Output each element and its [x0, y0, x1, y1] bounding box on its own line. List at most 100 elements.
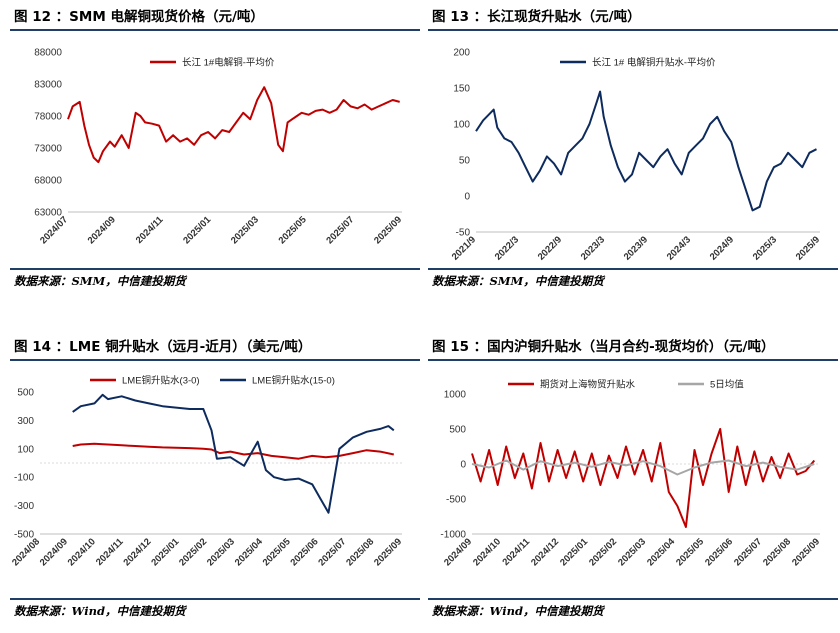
y-tick-label: 500	[17, 388, 34, 399]
series-line	[72, 393, 395, 514]
title-rule	[428, 359, 838, 361]
bottom-rule	[10, 598, 420, 600]
shfe-spread-chart: -1000-500050010002024/092024/102024/1120…	[440, 379, 822, 569]
x-tick-label: 2024/11	[94, 536, 126, 568]
x-tick-label: 2025/09	[372, 536, 404, 568]
legend-label: 长江 1# 电解铜升贴水-平均价	[592, 57, 716, 69]
x-tick-label: 2025/02	[587, 536, 619, 568]
title-rule	[428, 29, 838, 31]
x-tick-label: 2023/9	[622, 234, 650, 262]
x-tick-label: 2022/3	[493, 234, 521, 262]
x-tick-label: 2025/03	[229, 214, 261, 246]
x-tick-label: 2025/01	[149, 536, 182, 569]
y-tick-label: 500	[449, 425, 466, 436]
y-tick-label: 83000	[34, 80, 62, 91]
y-tick-label: 1000	[444, 390, 467, 401]
y-tick-label: 100	[453, 120, 470, 131]
x-tick-label: 2025/08	[344, 536, 376, 568]
x-tick-label: 2024/09	[86, 214, 118, 246]
y-tick-label: 0	[464, 192, 470, 203]
series-line	[72, 442, 395, 460]
series-line	[471, 428, 816, 528]
x-tick-label: 2025/06	[703, 536, 735, 568]
legend-label: 5日均值	[710, 379, 744, 391]
panel-smm-price: 图 12 ：SMM 电解铜现货价格（元/吨） 63000 68000 73000 78…	[10, 6, 422, 306]
y-tick-label: 88000	[34, 48, 62, 59]
x-tick-label: 2024/10	[66, 536, 98, 568]
y-tick-label: 150	[453, 84, 470, 95]
x-tick-label: 2025/04	[233, 536, 266, 569]
x-tick-label: 2025/01	[181, 214, 214, 247]
x-tick-label: 2024/9	[708, 234, 736, 262]
x-tick-label: 2025/08	[761, 536, 793, 568]
source-note: 数据来源：SMM，中信建投期货	[14, 274, 186, 288]
panel-changjiang-premium: 图 13 ：长江现货升贴水（元/吨） -50 0 50 100 150 200 2021/9…	[428, 6, 840, 306]
y-tick-label: 73000	[34, 144, 62, 155]
source-note: 数据来源：SMM，中信建投期货	[432, 274, 604, 288]
x-tick-label: 2024/11	[134, 214, 166, 246]
y-tick-label: -1000	[440, 530, 466, 541]
y-tick-label: 0	[460, 460, 466, 471]
x-tick-label: 2024/09	[442, 536, 474, 568]
y-tick-label: 63000	[34, 208, 62, 219]
x-tick-label: 2024/12	[529, 536, 561, 568]
x-tick-label: 2025/05	[261, 536, 294, 569]
x-tick-label: 2024/09	[38, 536, 70, 568]
y-tick-label: 50	[459, 156, 471, 167]
y-tick-label: -300	[14, 501, 34, 512]
x-tick-label: 2025/07	[732, 536, 764, 568]
bottom-rule	[10, 268, 420, 270]
x-tick-label: 2025/03	[205, 536, 237, 568]
source-note: 数据来源：Wind，中信建投期货	[432, 604, 604, 618]
chart-title: 图 13 ：长江现货升贴水（元/吨）	[432, 9, 641, 25]
x-tick-label: 2024/11	[500, 536, 532, 568]
series-line	[475, 90, 817, 212]
x-tick-label: 2025/05	[674, 536, 707, 569]
source-note: 数据来源：Wind，中信建投期货	[14, 604, 186, 618]
y-tick-label: -500	[446, 495, 466, 506]
y-tick-label: 68000	[34, 176, 62, 187]
y-tick-label: 100	[17, 444, 34, 455]
y-tick-label: -50	[456, 228, 471, 239]
panel-lme-spread: 图 14 ：LME 铜升贴水（远月-近月）（美元/吨） -500 -300 -100…	[10, 336, 422, 633]
y-tick-label: 300	[17, 416, 34, 427]
bottom-rule	[428, 598, 838, 600]
series-line	[471, 459, 815, 476]
x-tick-label: 2025/05	[277, 214, 310, 247]
y-tick-label: 78000	[34, 112, 62, 123]
x-tick-label: 2024/10	[471, 536, 503, 568]
chart-title: 图 15 ：国内沪铜升贴水（当月合约-现货均价）（元/吨）	[432, 339, 775, 355]
title-rule	[10, 29, 420, 31]
lme-spread-chart: -500-300-1001003005002024/082024/092024/…	[10, 375, 404, 569]
y-tick-label: 200	[453, 48, 470, 59]
x-tick-label: 2025/03	[616, 536, 648, 568]
x-tick-label: 2024/3	[665, 234, 693, 262]
changjiang-premium-chart: -50 0 50 100 150 200 2021/9 2022/3 2022/9 2023/3 2…	[450, 48, 822, 263]
x-tick-label: 2025/06	[289, 536, 321, 568]
x-tick-label: 2024/07	[38, 214, 70, 246]
x-tick-label: 2022/9	[536, 234, 564, 262]
legend-label: LME铜升贴水(3-0)	[122, 375, 200, 387]
x-tick-label: 2024/08	[10, 536, 42, 568]
y-tick-label: -500	[14, 530, 34, 541]
legend-label: LME铜升贴水(15-0)	[252, 375, 335, 387]
legend-label: 期货对上海物贸升贴水	[540, 379, 636, 391]
series-line	[67, 86, 400, 164]
x-tick-label: 2025/9	[794, 234, 822, 262]
x-tick-label: 2025/02	[177, 536, 209, 568]
title-rule	[10, 359, 420, 361]
x-tick-label: 2023/3	[579, 234, 607, 262]
x-tick-label: 2025/04	[645, 536, 678, 569]
x-tick-label: 2025/07	[324, 214, 356, 246]
x-tick-label: 2024/12	[121, 536, 153, 568]
x-tick-label: 2025/01	[558, 536, 591, 569]
y-tick-label: -100	[14, 473, 34, 484]
x-tick-label: 2021/9	[450, 234, 478, 262]
x-tick-label: 2025/07	[316, 536, 348, 568]
x-tick-label: 2025/3	[751, 234, 779, 262]
legend-label: 长江 1#电解铜-平均价	[182, 57, 275, 69]
chart-title: 图 12 ：SMM 电解铜现货价格（元/吨）	[14, 9, 264, 25]
panel-shfe-spread: 图 15 ：国内沪铜升贴水（当月合约-现货均价）（元/吨） -1000 -500 0…	[428, 336, 840, 633]
bottom-rule	[428, 268, 838, 270]
smm-price-chart: 63000 68000 73000 78000 83000 88000 2024/07 202…	[34, 48, 404, 247]
